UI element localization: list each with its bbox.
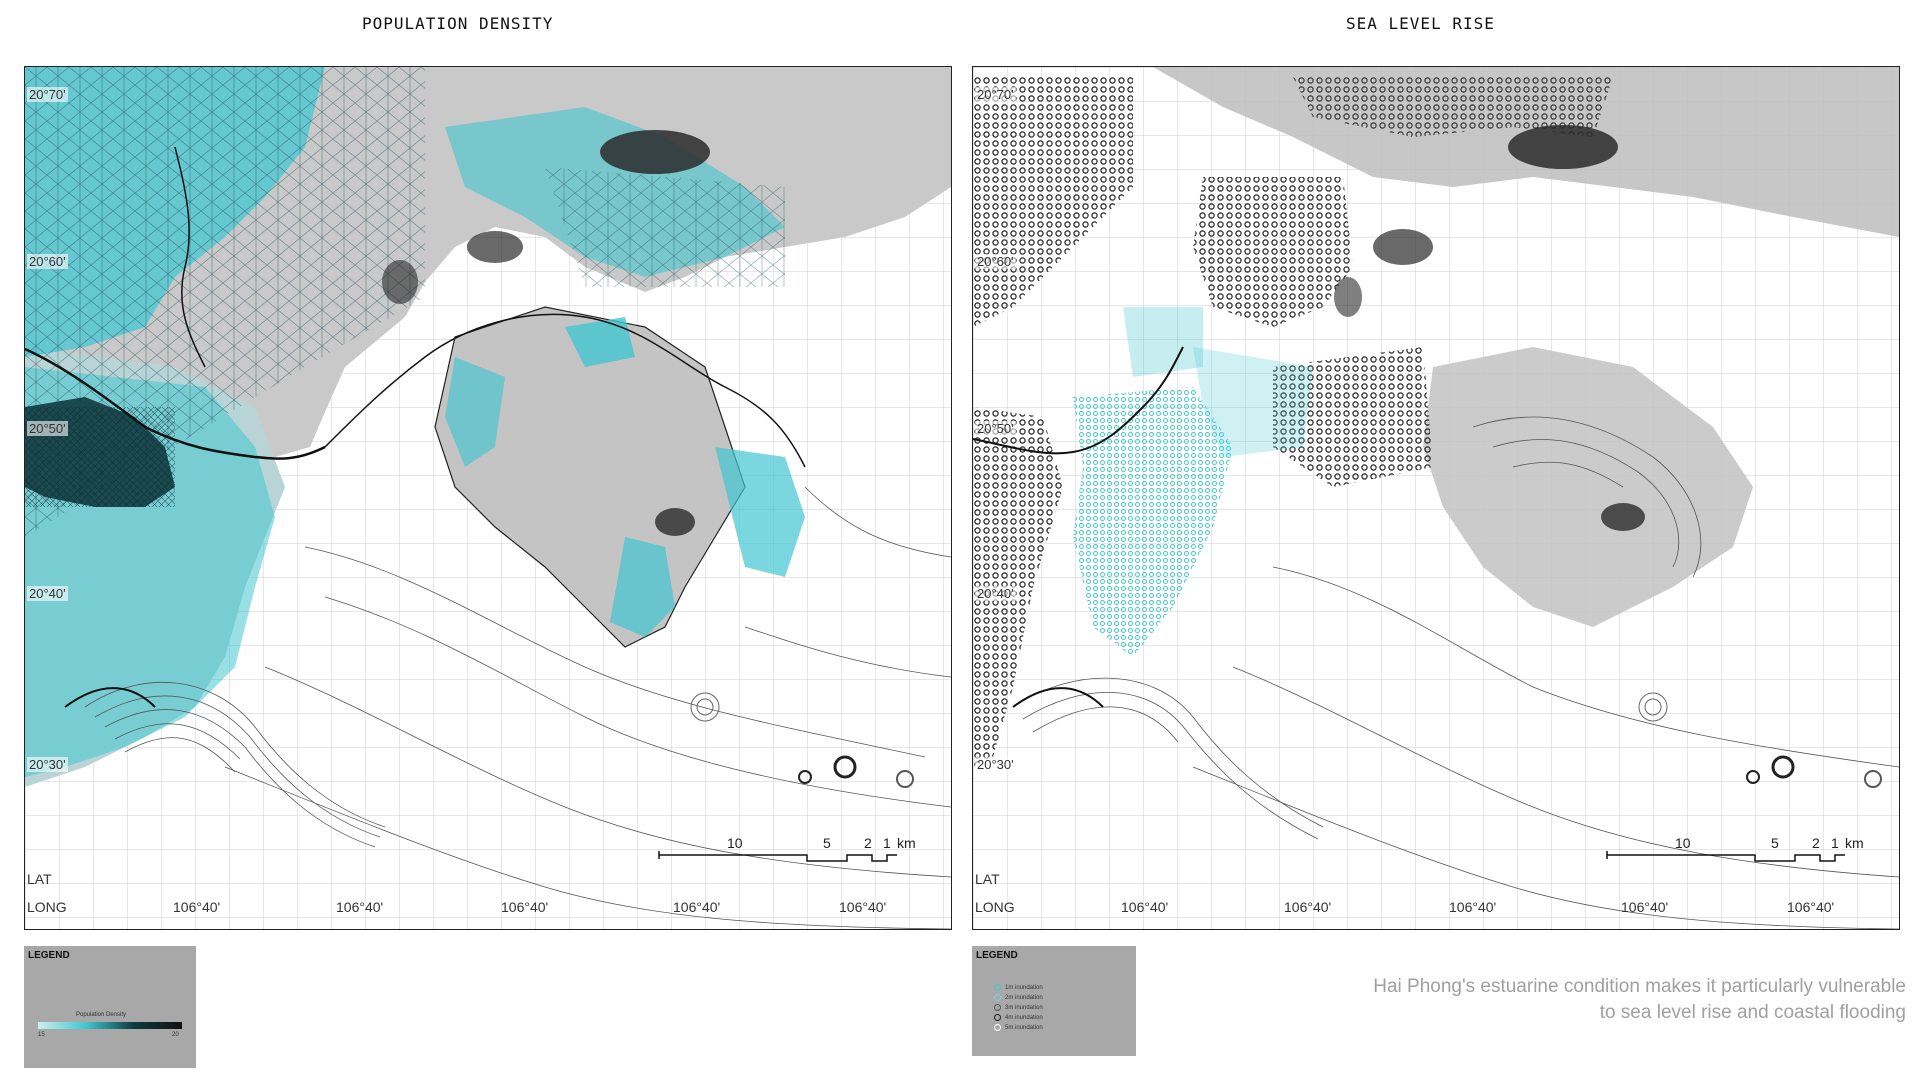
- sea-level-rise-map[interactable]: 20°70' 20°60' 20°50' 20°40' 20°30' LAT L…: [972, 66, 1900, 930]
- population-density-title: POPULATION DENSITY: [362, 14, 554, 33]
- inundation-zone-north-central: [1193, 177, 1353, 327]
- lat-label-2: 20°60': [27, 254, 68, 269]
- caption-line-1: Hai Phong's estuarine condition makes it…: [1373, 976, 1906, 997]
- legend-ramp-min: 15: [38, 1032, 45, 1038]
- scale-bar: 10 5 2 1 km: [657, 835, 927, 867]
- lat-label-4: 20°40': [27, 586, 68, 601]
- scale-label-2: 2: [1812, 835, 1820, 851]
- legend-item-3m: 3m inundation: [994, 1004, 1043, 1011]
- caption: Hai Phong's estuarine condition makes it…: [1373, 974, 1906, 1026]
- inundation-zone-west: [973, 407, 1063, 767]
- lat-label-4: 20°40': [975, 586, 1016, 601]
- sea-level-rise-title: SEA LEVEL RISE: [1346, 14, 1495, 33]
- lat-label-1: 20°70': [975, 87, 1016, 102]
- scale-label-1: 1: [883, 835, 891, 851]
- population-zone-island-south: [610, 537, 675, 637]
- population-zone-northeast: [565, 317, 635, 367]
- legend-ramp-label: Population Density: [76, 1012, 127, 1018]
- legend-ramp-max: 20: [172, 1032, 179, 1038]
- inundation-zone-cyan-north: [1123, 307, 1203, 377]
- scale-label-10: 10: [1675, 835, 1691, 851]
- relief-land-center: [1423, 347, 1753, 627]
- legend-item-1m: 1m inundation: [994, 984, 1043, 991]
- long-tick-3: 106°40': [501, 899, 549, 915]
- inundation-zone-center: [1273, 347, 1433, 487]
- population-zone-island-east: [715, 447, 805, 577]
- contour-lines-right: [1012, 416, 1899, 929]
- lat-label-5: 20°30': [27, 757, 68, 772]
- population-density-map[interactable]: 20°70' 20°60' 20°50' 20°40' 20°30' LAT L…: [24, 66, 952, 930]
- lat-axis-label: LAT: [27, 871, 52, 887]
- legend-item-4m: 4m inundation: [994, 1014, 1043, 1021]
- lat-label-1: 20°70': [27, 87, 68, 102]
- sea-level-rise-legend: LEGEND 1m inundation 2m inundation 3m in…: [972, 946, 1136, 1056]
- long-tick-2: 106°40': [336, 899, 384, 915]
- population-zone-island-west: [445, 357, 505, 467]
- long-tick-1: 106°40': [1121, 899, 1169, 915]
- legend-title: LEGEND: [28, 950, 70, 961]
- long-axis-label: LONG: [975, 899, 1015, 915]
- river: [25, 347, 326, 460]
- relief-features-right: [1334, 125, 1882, 788]
- long-axis-label: LONG: [27, 899, 67, 915]
- long-tick-3: 106°40': [1449, 899, 1497, 915]
- scale-label-5: 5: [823, 835, 831, 851]
- long-tick-5: 106°40': [839, 899, 887, 915]
- river-right: [973, 346, 1184, 455]
- relief-features: [382, 130, 914, 788]
- legend-title: LEGEND: [976, 950, 1018, 961]
- long-tick-4: 106°40': [673, 899, 721, 915]
- lat-label-2: 20°60': [975, 254, 1016, 269]
- lat-label-5: 20°30': [975, 757, 1016, 772]
- population-density-legend: LEGEND Population Density 15 20: [24, 946, 196, 1068]
- long-tick-5: 106°40': [1787, 899, 1835, 915]
- contour-lines: [84, 486, 951, 929]
- lat-label-3: 20°50': [975, 421, 1016, 436]
- scale-label-2: 2: [864, 835, 872, 851]
- caption-line-2: to sea level rise and coastal flooding: [1599, 1002, 1906, 1023]
- legend-item-5m: 5m inundation: [994, 1024, 1043, 1031]
- scale-label-5: 5: [1771, 835, 1779, 851]
- lat-axis-label: LAT: [975, 871, 1000, 887]
- long-tick-4: 106°40': [1621, 899, 1669, 915]
- scale-label-km: km: [897, 835, 916, 851]
- scale-label-10: 10: [727, 835, 743, 851]
- legend-item-2m: 2m inundation: [994, 994, 1043, 1001]
- population-density-ramp: [38, 1022, 182, 1029]
- scale-label-1: 1: [1831, 835, 1839, 851]
- lat-label-3: 20°50': [27, 421, 68, 436]
- inundation-zone-cyan-west: [1073, 387, 1233, 657]
- inundation-zone-upper: [1293, 77, 1613, 137]
- sea-level-rise-map-canvas: [973, 67, 1899, 929]
- scale-bar: 10 5 2 1 km: [1605, 835, 1875, 867]
- long-tick-2: 106°40': [1284, 899, 1332, 915]
- population-density-map-canvas: [25, 67, 951, 929]
- long-tick-1: 106°40': [173, 899, 221, 915]
- scale-label-km: km: [1845, 835, 1864, 851]
- inundation-zone-cyan-center: [1193, 347, 1313, 457]
